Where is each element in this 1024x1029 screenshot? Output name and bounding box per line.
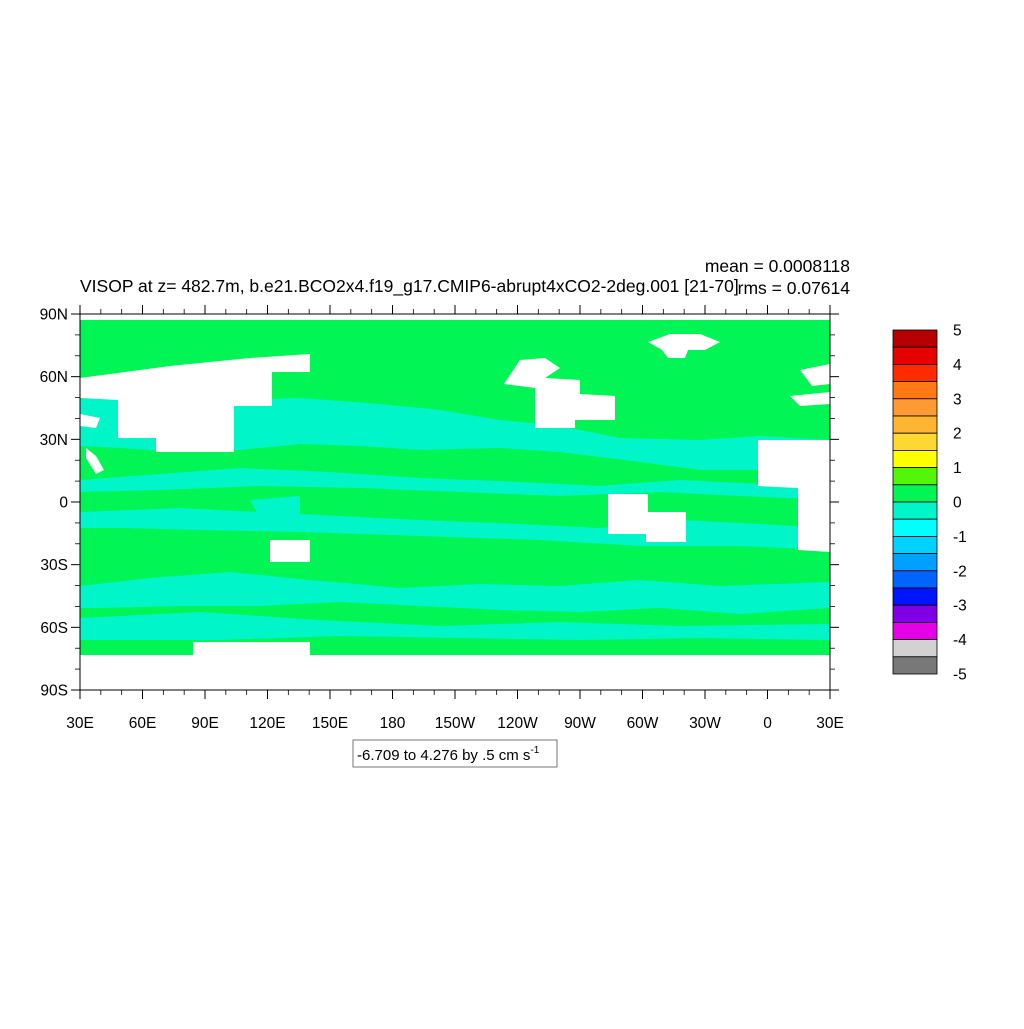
land-mask <box>800 364 830 386</box>
colorbar-swatch <box>892 432 938 451</box>
colorbar-swatch <box>892 398 938 417</box>
x-tick-label: 150W <box>435 715 476 732</box>
x-tick-label: 30E <box>66 715 94 732</box>
colorbar-swatch <box>892 363 938 382</box>
x-tick-label: 150E <box>312 715 348 732</box>
x-tick-label: 180 <box>380 715 406 732</box>
y-axis: 90N 60N 30N 0 30S 60S 90S <box>40 307 839 700</box>
range-label: -6.709 to 4.276 by .5 cm s <box>357 747 530 764</box>
colorbar-swatch <box>892 381 938 400</box>
negative-band <box>250 496 300 520</box>
x-tick-label: 120E <box>249 715 285 732</box>
land-mask <box>504 358 615 428</box>
x-tick-label: 90E <box>191 715 219 732</box>
x-tick-label: 60E <box>129 715 157 732</box>
colorbar-label: -2 <box>953 563 967 580</box>
y-tick-label: 60N <box>40 369 68 386</box>
land-mask <box>80 642 830 690</box>
negative-band <box>80 392 830 470</box>
land-mask <box>648 334 720 358</box>
x-tick-label: 90W <box>564 715 596 732</box>
colorbar-label: 1 <box>953 460 962 477</box>
negative-band <box>80 508 830 550</box>
colorbar-swatch <box>892 484 938 503</box>
colorbar-label: 5 <box>953 323 962 340</box>
svg-text:-6.709 to 4.276 by .5 cm s-1: -6.709 to 4.276 by .5 cm s-1 <box>357 745 540 764</box>
colorbar-swatch <box>892 639 938 658</box>
colorbar-swatch <box>892 449 938 468</box>
map-layers <box>80 314 830 690</box>
colorbar-swatch <box>892 536 938 555</box>
land-mask <box>758 440 830 552</box>
y-tick-label: 90N <box>40 307 68 324</box>
x-axis: 30E 60E 90E 120E 150E 180 150W 120W 90W 60W 30W 0 30… <box>66 305 844 732</box>
land-mask <box>80 414 100 428</box>
land-mask <box>80 354 310 452</box>
land-mask <box>608 494 686 542</box>
land-mask <box>86 448 104 474</box>
colorbar-label: -5 <box>953 667 967 684</box>
x-tick-label: 30W <box>689 715 721 732</box>
x-tick-label: 60W <box>627 715 659 732</box>
colorbar-swatch <box>892 518 938 537</box>
range-box: -6.709 to 4.276 by .5 cm s-1 <box>352 739 558 768</box>
x-tick-label: 30E <box>816 715 844 732</box>
colorbar-swatch <box>892 587 938 606</box>
colorbar-swatch <box>892 656 938 675</box>
land-mask <box>790 392 830 406</box>
range-unit-superscript: -1 <box>530 745 539 756</box>
colorbar-swatch <box>892 553 938 572</box>
colorbar-swatch <box>892 570 938 589</box>
map-field <box>80 314 830 690</box>
x-tick-label: 120W <box>497 715 538 732</box>
colorbar-swatch <box>892 346 938 365</box>
chart-title: VISOP at z= 482.7m, b.e21.BCO2x4.f19_g17… <box>80 276 739 297</box>
colorbar-swatch <box>892 467 938 486</box>
mean-label: mean = 0.0008118 <box>705 256 850 276</box>
colorbar-label: -1 <box>953 529 967 546</box>
colorbar-swatch <box>892 329 938 348</box>
colorbar: 5 4 3 2 1 0 -1 -2 -3 -4 -5 <box>892 323 967 684</box>
colorbar-label: 2 <box>953 426 962 443</box>
x-tick-label: 0 <box>763 715 772 732</box>
negative-band <box>80 468 830 500</box>
y-tick-label: 90S <box>40 683 68 700</box>
colorbar-label: -4 <box>953 632 967 649</box>
land-mask <box>80 314 830 320</box>
colorbar-label: 3 <box>953 391 962 408</box>
colorbar-swatch <box>892 501 938 520</box>
colorbar-swatch <box>892 622 938 641</box>
colorbar-swatch <box>892 415 938 434</box>
y-tick-label: 30S <box>40 557 68 574</box>
y-tick-label: 60S <box>40 620 68 637</box>
land-mask <box>270 540 310 562</box>
negative-band <box>80 612 830 640</box>
rms-label: rms = 0.07614 <box>738 278 851 298</box>
colorbar-label: 0 <box>953 495 962 512</box>
y-tick-label: 30N <box>40 432 68 449</box>
y-tick-label: 0 <box>59 495 68 512</box>
colorbar-label: 4 <box>953 357 962 374</box>
colorbar-swatch <box>892 604 938 623</box>
negative-band <box>80 572 830 614</box>
colorbar-label: -3 <box>953 598 967 615</box>
